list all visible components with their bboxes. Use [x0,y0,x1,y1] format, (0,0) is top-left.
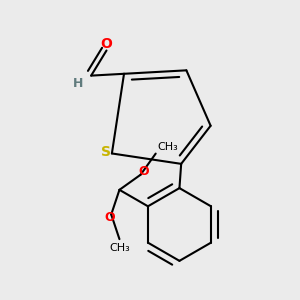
Text: S: S [101,145,111,159]
Text: O: O [104,212,115,224]
Text: CH₃: CH₃ [158,142,178,152]
Text: O: O [100,37,112,51]
Text: O: O [139,165,149,178]
Text: H: H [73,77,83,90]
Text: CH₃: CH₃ [109,243,130,253]
